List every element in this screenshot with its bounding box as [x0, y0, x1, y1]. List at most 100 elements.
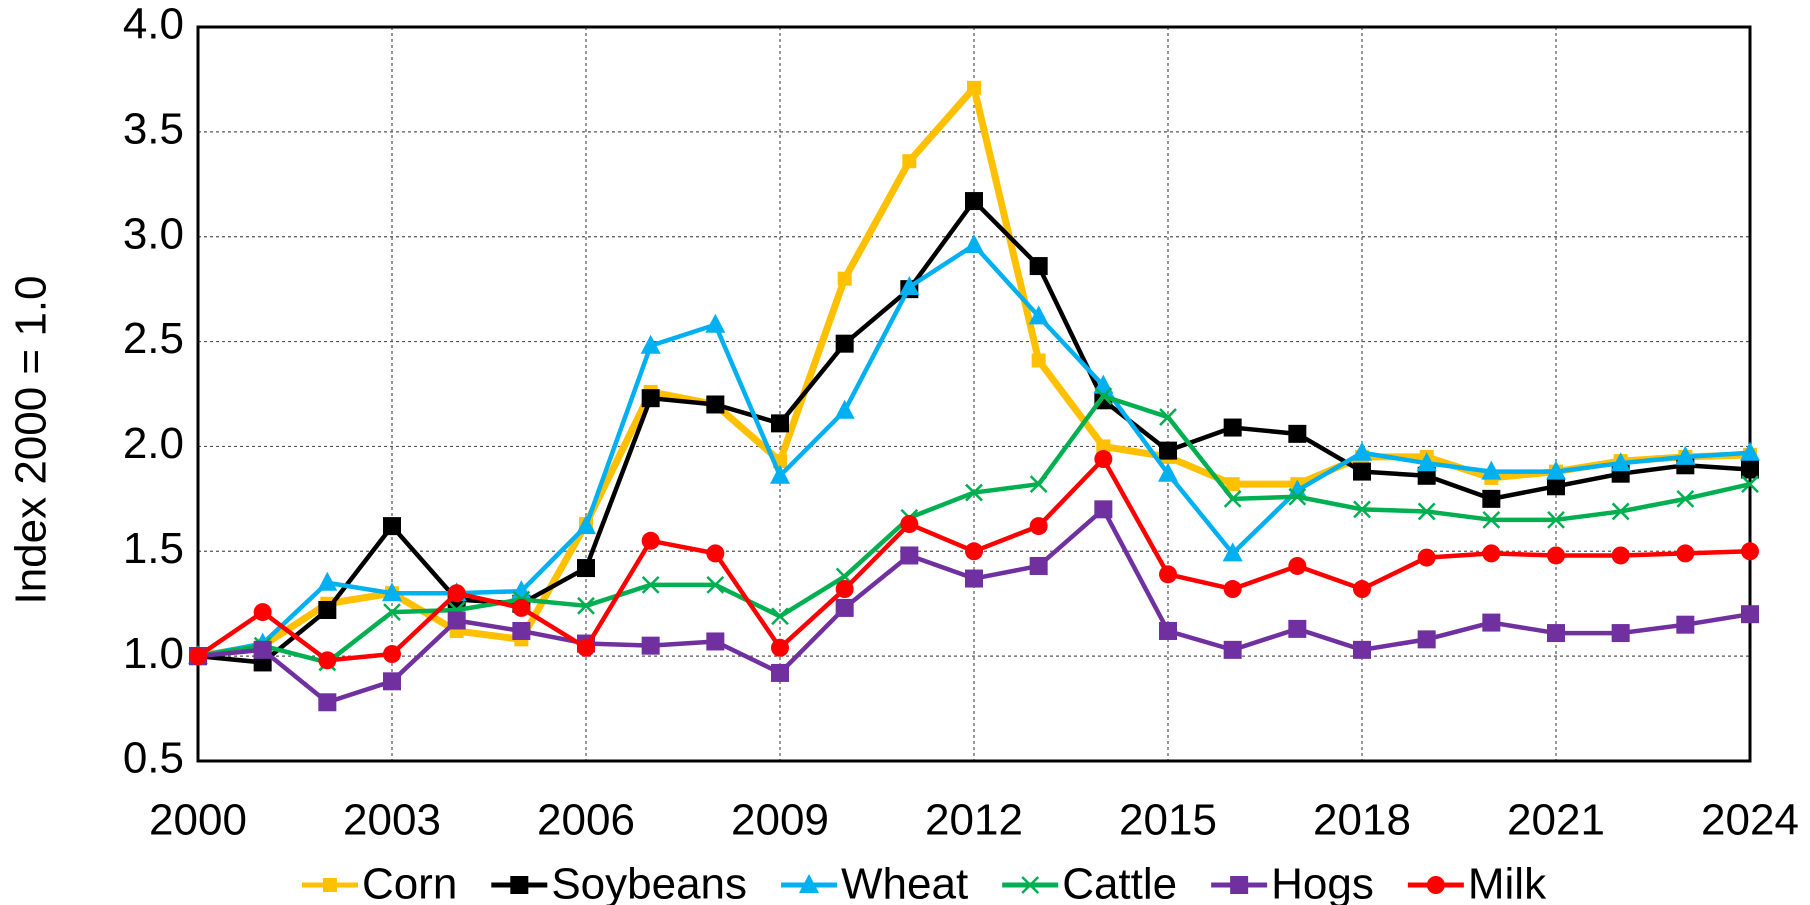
x-tick-label: 2015 [1119, 796, 1217, 845]
marker [577, 638, 595, 657]
marker [1417, 630, 1436, 649]
legend-item: Corn [301, 860, 457, 905]
marker [899, 276, 920, 296]
marker [835, 580, 854, 599]
y-tick-label: 1.5 [123, 524, 184, 573]
marker [1158, 462, 1178, 482]
marker [1675, 445, 1696, 465]
marker [1029, 257, 1048, 276]
marker [641, 636, 660, 655]
marker [1417, 466, 1436, 485]
marker [447, 584, 466, 603]
marker [1031, 353, 1046, 368]
marker [1287, 479, 1308, 499]
x-tick-label: 2021 [1507, 796, 1605, 845]
marker [1741, 605, 1759, 624]
x-tick-label: 2024 [1701, 796, 1799, 845]
marker [1610, 452, 1631, 472]
marker [1159, 565, 1177, 584]
marker [318, 601, 337, 620]
marker [834, 399, 855, 419]
x-tick-label: 2018 [1313, 796, 1411, 845]
marker [641, 575, 660, 594]
marker [577, 596, 595, 615]
y-axis-label: Index 2000 = 1.0 [7, 275, 56, 604]
marker [1482, 489, 1501, 508]
marker [1547, 510, 1565, 529]
marker [253, 640, 272, 659]
marker [1481, 460, 1502, 480]
marker [706, 575, 725, 594]
marker [1222, 542, 1243, 562]
marker [317, 571, 338, 591]
marker [1547, 546, 1565, 565]
marker [1676, 544, 1695, 563]
y-tick-label: 1.0 [123, 629, 184, 678]
marker [1288, 556, 1307, 575]
marker [1028, 305, 1049, 325]
marker [1223, 489, 1242, 508]
marker [1426, 876, 1445, 894]
y-tick-label: 3.0 [123, 209, 184, 258]
marker [835, 334, 854, 353]
x-tick-label: 2009 [731, 796, 829, 845]
marker [771, 663, 789, 682]
marker [1740, 441, 1760, 461]
marker [1223, 418, 1242, 437]
marker [837, 271, 852, 286]
marker [967, 80, 981, 95]
marker [1029, 517, 1048, 536]
marker [1230, 876, 1249, 894]
marker [1093, 374, 1114, 394]
x-tick-label: 2003 [343, 796, 441, 845]
marker [1094, 450, 1113, 469]
legend-label: Hogs [1271, 860, 1374, 905]
marker [253, 603, 272, 622]
legend-label: Wheat [841, 860, 968, 905]
marker [1288, 424, 1307, 443]
marker [964, 234, 984, 254]
marker [1547, 624, 1565, 643]
marker [510, 876, 529, 894]
marker [1417, 502, 1436, 521]
marker [770, 464, 790, 484]
marker [1159, 621, 1177, 640]
marker [383, 645, 401, 664]
y-tick-label: 2.0 [123, 419, 184, 468]
marker [382, 582, 402, 602]
marker [1676, 615, 1695, 634]
marker [1159, 441, 1177, 460]
legend-label: Cattle [1062, 860, 1177, 905]
x-tick-label: 2006 [537, 796, 635, 845]
y-tick-label: 3.5 [123, 104, 184, 153]
marker [771, 607, 789, 626]
marker [902, 154, 917, 169]
marker [1611, 502, 1630, 521]
marker [512, 598, 531, 617]
marker [771, 638, 789, 657]
marker [383, 517, 401, 536]
marker [1741, 475, 1759, 494]
plot-border [196, 25, 1752, 763]
marker [1096, 439, 1111, 454]
marker [1223, 580, 1242, 599]
y-tick-label: 4.0 [123, 0, 184, 49]
marker [706, 632, 725, 651]
series-line [197, 242, 1751, 659]
x-tick-label: 2000 [149, 796, 247, 845]
marker [1288, 487, 1307, 506]
marker [1611, 624, 1630, 643]
marker [1223, 640, 1242, 659]
marker [576, 515, 596, 535]
marker [835, 598, 854, 617]
marker [383, 672, 401, 691]
marker [318, 693, 337, 712]
marker [641, 531, 660, 550]
marker [577, 559, 595, 578]
marker [965, 569, 983, 588]
marker [965, 192, 983, 211]
marker [383, 603, 401, 621]
marker [1547, 477, 1565, 496]
